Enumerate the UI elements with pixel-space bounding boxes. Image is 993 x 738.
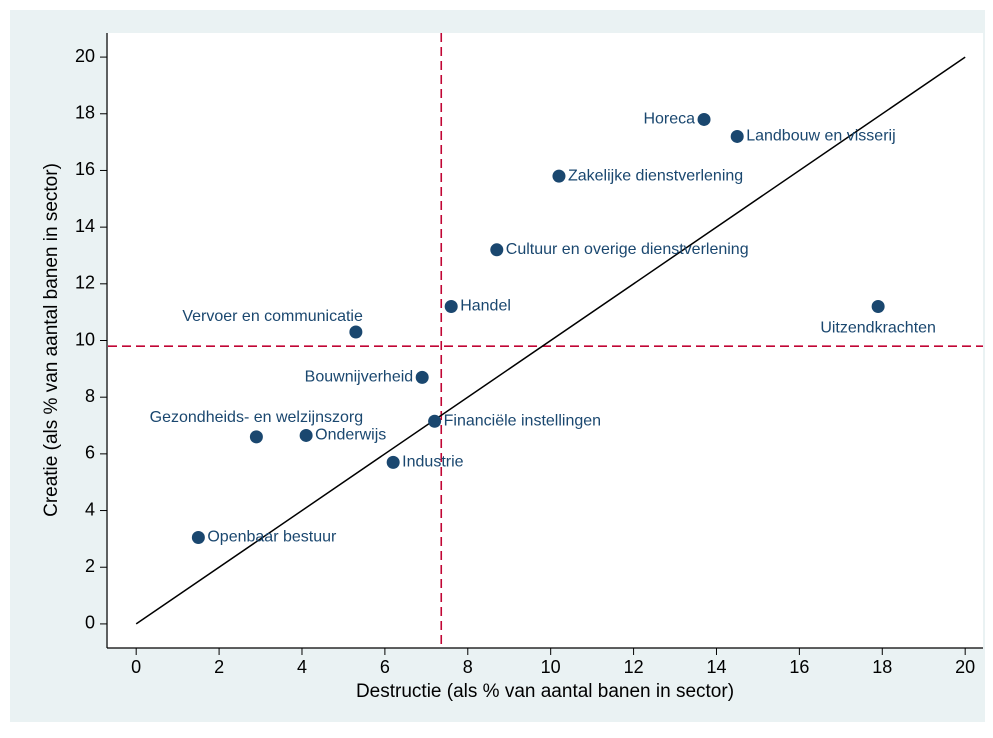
y-tick-label: 6 — [85, 443, 95, 463]
point-label: Horeca — [643, 111, 695, 128]
point-label: Bouwnijverheid — [305, 369, 414, 386]
y-tick-label: 0 — [85, 613, 95, 633]
point — [386, 455, 400, 469]
point-label: Zakelijke dienstverlening — [568, 167, 743, 184]
point — [490, 243, 504, 257]
y-tick-label: 12 — [75, 273, 95, 293]
point — [730, 129, 744, 143]
y-tick-label: 4 — [85, 499, 95, 519]
x-tick-label: 2 — [214, 657, 224, 677]
x-tick-label: 10 — [541, 657, 561, 677]
y-tick-label: 2 — [85, 556, 95, 576]
point — [191, 530, 205, 544]
point-label: Handel — [460, 298, 511, 315]
point — [415, 370, 429, 384]
x-tick-label: 6 — [380, 657, 390, 677]
point — [349, 325, 363, 339]
x-tick-label: 16 — [789, 657, 809, 677]
point — [444, 299, 458, 313]
y-tick-label: 8 — [85, 386, 95, 406]
diagonal-line — [135, 56, 966, 625]
point — [428, 414, 442, 428]
y-tick-label: 16 — [75, 159, 95, 179]
x-tick-label: 4 — [297, 657, 307, 677]
point — [299, 428, 313, 442]
y-axis-title: Creatie (als % van aantal banen in secto… — [41, 163, 62, 517]
x-tick-label: 8 — [463, 657, 473, 677]
point-label: Vervoer en communicatie — [182, 308, 363, 325]
point — [697, 112, 711, 126]
point — [249, 430, 263, 444]
point-label: Openbaar bestuur — [207, 529, 337, 546]
point-label: Cultuur en overige dienstverlening — [506, 241, 749, 258]
point-label: Industrie — [402, 454, 463, 471]
x-tick-label: 20 — [955, 657, 975, 677]
plot-area — [108, 33, 983, 648]
y-tick-label: 10 — [75, 329, 95, 349]
point-label: Uitzendkrachten — [820, 320, 936, 337]
y-tick-label: 14 — [75, 216, 95, 236]
point-label: Financiële instellingen — [444, 412, 601, 429]
y-tick-label: 20 — [75, 46, 95, 66]
point-label: Gezondheids- en welzijnszorg — [150, 409, 363, 426]
point — [552, 169, 566, 183]
x-tick-label: 0 — [131, 657, 141, 677]
x-tick-label: 14 — [706, 657, 726, 677]
x-tick-label: 18 — [872, 657, 892, 677]
x-axis-title: Destructie (als % van aantal banen in se… — [356, 681, 734, 702]
point — [871, 299, 885, 313]
x-tick-label: 12 — [624, 657, 644, 677]
point-label: Landbouw en visserij — [746, 128, 895, 145]
point-label: Onderwijs — [315, 427, 386, 444]
y-tick-label: 18 — [75, 103, 95, 123]
